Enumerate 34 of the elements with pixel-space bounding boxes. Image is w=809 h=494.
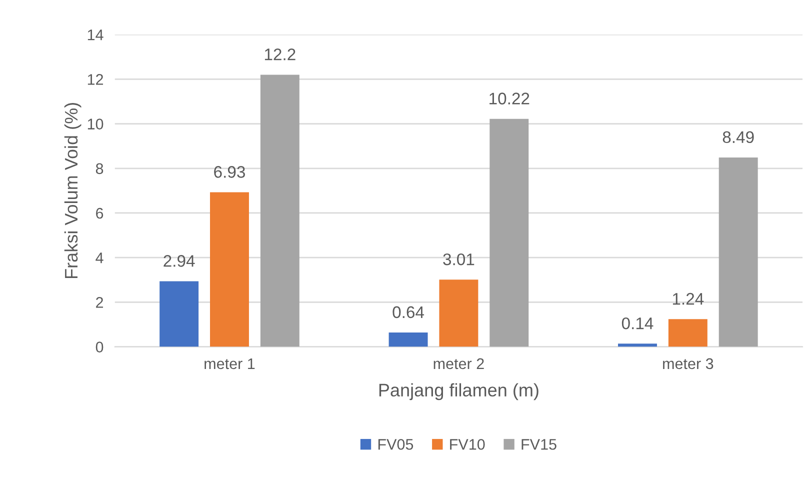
data-label: 0.64 xyxy=(392,306,424,318)
legend-label: FV05 xyxy=(378,438,414,450)
y-axis-title: Fraksi Volum Void (%) xyxy=(64,102,82,278)
y-tick-label: 14 xyxy=(88,30,104,40)
legend-label: FV10 xyxy=(450,438,485,450)
y-tick-label: 2 xyxy=(96,297,103,308)
bar xyxy=(668,319,708,347)
bar xyxy=(388,332,428,347)
x-axis-title: Panjang filamen (m) xyxy=(379,383,538,400)
y-tick-label: 12 xyxy=(88,74,103,85)
bar xyxy=(210,192,249,347)
data-label: 6.93 xyxy=(214,166,245,178)
bar xyxy=(160,281,199,347)
bar xyxy=(260,74,300,347)
x-tick-label: meter 2 xyxy=(434,358,484,370)
y-tick-label: 4 xyxy=(96,252,104,264)
y-tick-label: 6 xyxy=(96,208,104,219)
bar xyxy=(618,344,657,347)
bar xyxy=(439,280,478,347)
y-tick-label: 10 xyxy=(88,118,104,130)
data-label: 2.94 xyxy=(164,255,195,267)
bar xyxy=(490,118,529,347)
legend-label: FV15 xyxy=(522,439,556,450)
y-tick-label: 8 xyxy=(96,163,104,174)
x-tick-label: meter 3 xyxy=(663,358,714,370)
y-tick-label: 0 xyxy=(96,342,104,352)
data-label: 8.49 xyxy=(722,131,754,144)
x-tick-label: meter 1 xyxy=(204,358,255,370)
data-label: 10.22 xyxy=(490,92,530,104)
data-label: 3.01 xyxy=(443,253,474,266)
bar xyxy=(718,157,758,347)
data-label: 0.14 xyxy=(622,317,654,330)
data-label: 12.2 xyxy=(264,48,296,60)
data-label: 1.24 xyxy=(672,292,704,305)
